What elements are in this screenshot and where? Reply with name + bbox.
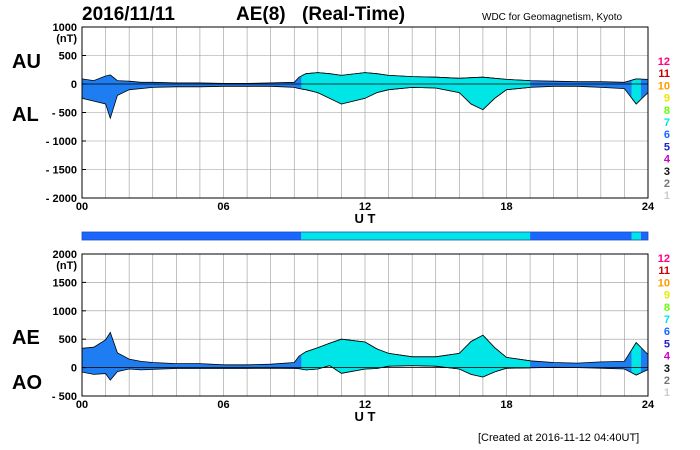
y-tick-label: 1500 [53,277,77,289]
station-legend-item: 12 [658,253,670,265]
station-legend-item: 5 [664,338,670,350]
plot-frame [81,253,649,397]
ao-label: AO [12,372,42,394]
station-legend-item: 5 [664,141,670,153]
station-count-segment [82,232,302,240]
y-tick-label: 0 [71,79,77,91]
y-axis-unit: (nT) [56,260,77,272]
series-area-7-stations [631,78,641,105]
mode-title: (Real-Time) [302,4,406,25]
station-legend-item: 12 [658,56,670,68]
station-legend-item: 1 [664,387,670,399]
x-tick-label: 12 [359,399,371,411]
y-tick-label: - 2000 [46,193,77,205]
station-legend-item: 11 [658,265,670,277]
x-tick-label: 00 [76,201,88,213]
y-tick-label: 2000 [53,249,77,261]
station-legend-item: 10 [658,277,670,289]
x-tick-label: 24 [642,399,655,411]
x-tick-label: 06 [217,201,229,213]
station-count-frame [81,231,649,241]
au-al-chart: 1000 500 0 - 500 - 1000 - 1500 - 2000 (nT) 00 06 1… [46,22,655,226]
station-legend-item: 10 [658,80,670,92]
x-tick-label: 18 [500,201,512,213]
y-tick-label: 1000 [53,22,77,34]
y-tick-label: 1000 [53,306,77,318]
station-legend-item: 6 [664,129,670,141]
station-legend-item: 3 [664,363,670,375]
y-tick-label: - 1000 [46,136,77,148]
credit-label: WDC for Geomagnetism, Kyoto [482,12,623,23]
x-tick-label: 00 [76,399,88,411]
station-legend-item: 1 [664,190,670,202]
x-tick-label: 12 [359,201,371,213]
y-axis-unit: (nT) [56,33,77,45]
y-tick-label: - 500 [52,108,77,120]
station-legend-item: 9 [664,93,670,105]
series-area-7-stations [631,341,641,376]
y-tick-label: - 1500 [46,165,77,177]
created-timestamp: [Created at 2016-11-12 04:40UT] [478,432,640,444]
au-label: AU [12,51,41,73]
station-legend-item: 7 [664,314,670,326]
index-title: AE(8) [236,4,286,25]
station-legend-item: 8 [664,105,670,117]
station-count-segment [640,232,648,240]
y-tick-label: - 500 [52,391,77,403]
station-legend-item: 4 [664,154,671,166]
station-count-segment [631,232,641,240]
x-axis-label: U T [355,409,376,424]
x-axis-label: U T [355,211,376,226]
series-area-7-stations [301,72,531,111]
y-tick-label: 500 [59,51,77,63]
x-tick-label: 24 [642,201,655,213]
station-count-segment [301,232,531,240]
station-legend-item: 9 [664,290,670,302]
ae-ao-chart: 2000 1500 1000 500 0 - 500 (nT) 00 06 12 18 24 U T [52,249,655,424]
series-area-7-stations [301,334,531,378]
ae-label: AE [12,327,40,349]
station-legend-item: 2 [664,178,670,190]
x-tick-label: 06 [217,399,229,411]
y-tick-label: 0 [71,363,77,375]
date-title: 2016/11/11 [82,4,175,25]
station-legend-item: 11 [658,68,670,80]
station-legend-item: 7 [664,117,670,129]
station-count-segment [530,232,632,240]
station-count-bar [81,231,649,241]
station-legend-item: 3 [664,166,670,178]
y-tick-label: 500 [59,334,77,346]
station-legend-item: 2 [664,375,670,387]
al-label: AL [12,104,39,126]
x-tick-label: 18 [500,399,512,411]
station-legend-item: 4 [664,351,671,363]
station-legend-item: 6 [664,326,670,338]
station-legend-item: 8 [664,302,670,314]
